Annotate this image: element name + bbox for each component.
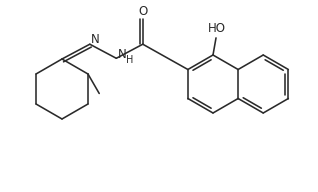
Text: O: O <box>138 5 148 18</box>
Text: N: N <box>90 33 99 46</box>
Text: H: H <box>126 55 133 65</box>
Text: HO: HO <box>208 22 226 35</box>
Text: N: N <box>118 48 127 61</box>
